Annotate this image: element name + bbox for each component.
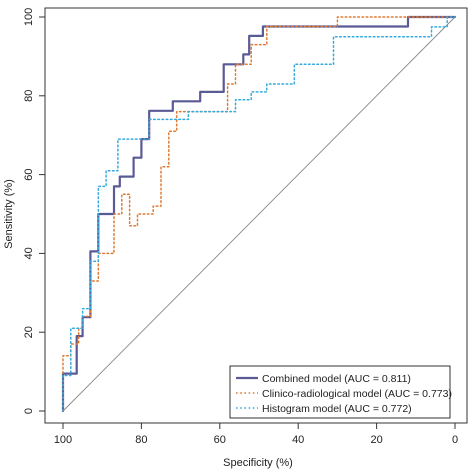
legend-label-1: Combined model (AUC = 0.811) [262, 373, 411, 385]
x-tick-label: 80 [135, 434, 147, 446]
legend-label-3: Histogram model (AUC = 0.772) [262, 403, 412, 415]
y-tick-label: 0 [23, 408, 35, 414]
series-line-2 [62, 16, 456, 412]
x-tick-label: 40 [292, 434, 304, 446]
y-tick-label: 60 [23, 168, 35, 180]
y-tick-label: 80 [23, 90, 35, 102]
reference-diagonal [62, 16, 456, 412]
series-line-3 [62, 16, 456, 412]
x-tick-label: 20 [370, 434, 382, 446]
y-tick-label: 20 [23, 326, 35, 338]
legend-box [229, 365, 451, 419]
plot-frame [44, 7, 468, 424]
x-tick-label: 60 [214, 434, 226, 446]
axes: 100 80 60 40 20 0 0 20 40 60 80 100 [23, 8, 458, 446]
y-tick-label: 100 [23, 8, 35, 26]
x-tick-label: 0 [452, 434, 458, 446]
legend: Combined model (AUC = 0.811) Clinico-radi… [229, 365, 452, 419]
x-tick-label: 100 [54, 434, 72, 446]
series-layer [61, 15, 457, 413]
legend-label-2: Clinico-radiological model (AUC = 0.773) [262, 388, 452, 400]
y-tick-label: 40 [23, 247, 35, 259]
y-axis-title: Sensitivity (%) [3, 179, 15, 249]
x-axis-title: Specificity (%) [223, 457, 293, 469]
